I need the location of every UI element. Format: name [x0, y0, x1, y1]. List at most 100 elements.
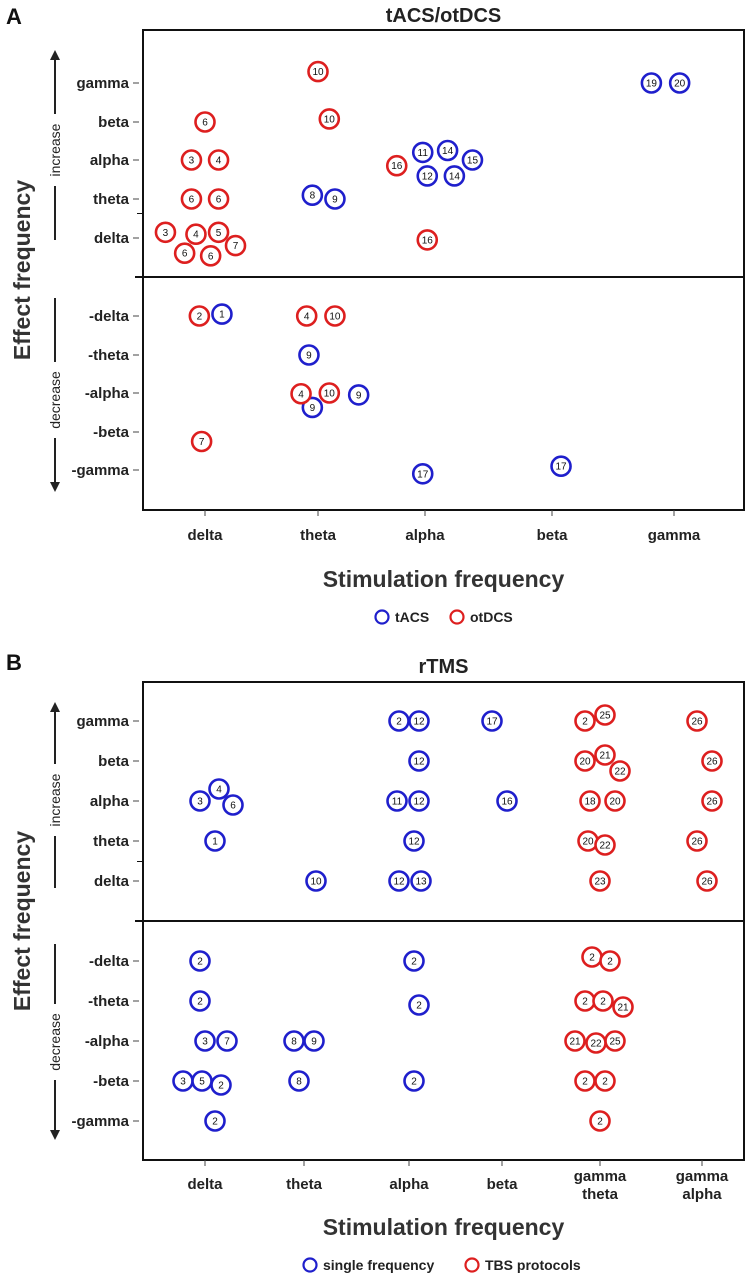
data-point-label: 14 — [449, 171, 461, 182]
data-point-label: 20 — [579, 757, 591, 768]
data-point-label: 2 — [197, 312, 203, 323]
data-point-marker — [194, 111, 216, 133]
data-point-marker — [347, 384, 370, 406]
data-point: 11 — [411, 141, 434, 164]
data-point-marker — [604, 790, 626, 812]
data-point-label: 2 — [602, 1077, 608, 1088]
data-point-marker — [222, 794, 244, 816]
data-point: 12 — [416, 165, 439, 187]
data-point: 5 — [207, 221, 230, 244]
data-point-marker — [592, 990, 614, 1012]
data-point-label: 8 — [310, 191, 316, 202]
data-point-label: 7 — [199, 437, 205, 448]
data-point-label: 4 — [298, 389, 304, 400]
data-point-label: 22 — [590, 1039, 602, 1050]
data-point-marker — [194, 1030, 216, 1052]
data-point-marker — [301, 184, 324, 206]
data-point: 3 — [180, 149, 203, 171]
data-point-label: 2 — [582, 997, 588, 1008]
data-point: 9 — [298, 344, 320, 366]
x-tick-label: theta — [300, 527, 336, 544]
data-point-marker — [318, 108, 341, 130]
data-point: 12 — [408, 790, 430, 812]
data-point-label: 12 — [422, 171, 434, 182]
data-point-label: 11 — [418, 148, 429, 159]
x-tick-label: gamma — [648, 527, 701, 544]
y-axis-label: Effect frequency — [9, 180, 35, 360]
data-point-label: 8 — [296, 1077, 302, 1088]
data-point: 16 — [385, 154, 408, 177]
data-point-label: 26 — [691, 717, 703, 728]
data-point-label: 3 — [202, 1037, 208, 1048]
data-point-label: 6 — [182, 249, 188, 260]
data-point: 4 — [208, 778, 230, 800]
data-point: 2 — [188, 305, 211, 327]
y-tick-label: -beta — [93, 1073, 129, 1090]
data-point: 8 — [301, 184, 324, 206]
data-point: 5 — [191, 1070, 213, 1092]
data-point-label: 2 — [597, 1117, 603, 1128]
data-point-marker — [180, 149, 203, 171]
data-point-label: 4 — [304, 312, 310, 323]
data-point-label: 10 — [329, 312, 341, 323]
plot-frame — [142, 29, 745, 511]
data-point: 16 — [496, 790, 518, 812]
data-point-label: 21 — [599, 751, 611, 762]
data-point-marker — [609, 760, 631, 782]
data-point-label: 5 — [216, 228, 222, 239]
data-point-label: 20 — [609, 797, 621, 808]
data-point-marker — [461, 149, 484, 171]
data-point: 22 — [585, 1032, 607, 1054]
data-point-marker — [403, 1070, 425, 1092]
data-point: 13 — [410, 870, 432, 892]
x-tick-label: alpha — [405, 527, 445, 544]
legend-label: TBS protocols — [485, 1257, 581, 1273]
data-point-marker — [207, 149, 230, 171]
data-point-marker — [180, 188, 203, 210]
data-point: 15 — [461, 149, 484, 171]
y-tick-label: -gamma — [71, 1113, 129, 1130]
x-tick-label: gamma theta — [574, 1168, 627, 1203]
data-point: 2 — [592, 990, 614, 1012]
legend-marker — [374, 609, 390, 625]
data-point-marker — [408, 710, 430, 732]
data-point: 10 — [318, 108, 341, 130]
data-point-marker — [594, 744, 616, 766]
data-point-label: 8 — [291, 1037, 297, 1048]
data-point-label: 12 — [413, 757, 425, 768]
data-point-label: 22 — [614, 767, 626, 778]
data-point-label: 20 — [674, 79, 686, 90]
data-point: 2 — [189, 950, 211, 972]
data-point: 2 — [574, 1070, 596, 1092]
data-point: 16 — [416, 229, 439, 251]
data-point-label: 16 — [501, 797, 513, 808]
data-point-marker — [589, 870, 611, 892]
data-point: 4 — [295, 305, 318, 327]
data-point-marker — [307, 60, 329, 83]
data-point-marker — [574, 750, 596, 772]
y-tick-label: alpha — [90, 793, 130, 810]
data-point-marker — [579, 790, 601, 812]
data-point: 1 — [211, 303, 233, 325]
data-point: 7 — [224, 234, 247, 257]
data-point: 19 — [640, 72, 663, 94]
data-point-label: 10 — [324, 114, 336, 125]
data-point-label: 19 — [646, 79, 658, 90]
data-point-label: 2 — [607, 957, 613, 968]
data-point-marker — [210, 1074, 232, 1096]
data-point-label: 21 — [569, 1037, 581, 1048]
data-point-marker — [189, 990, 211, 1012]
data-point-marker — [290, 382, 312, 405]
data-point: 26 — [701, 790, 723, 812]
data-point-label: 2 — [411, 1077, 417, 1088]
data-point: 26 — [696, 870, 718, 892]
data-point-label: 2 — [212, 1117, 218, 1128]
data-point-marker — [668, 72, 691, 94]
data-point: 12 — [388, 870, 410, 892]
data-point-label: 7 — [233, 241, 239, 252]
data-point-marker — [295, 305, 318, 327]
data-point-marker — [411, 141, 434, 164]
data-point: 20 — [604, 790, 626, 812]
